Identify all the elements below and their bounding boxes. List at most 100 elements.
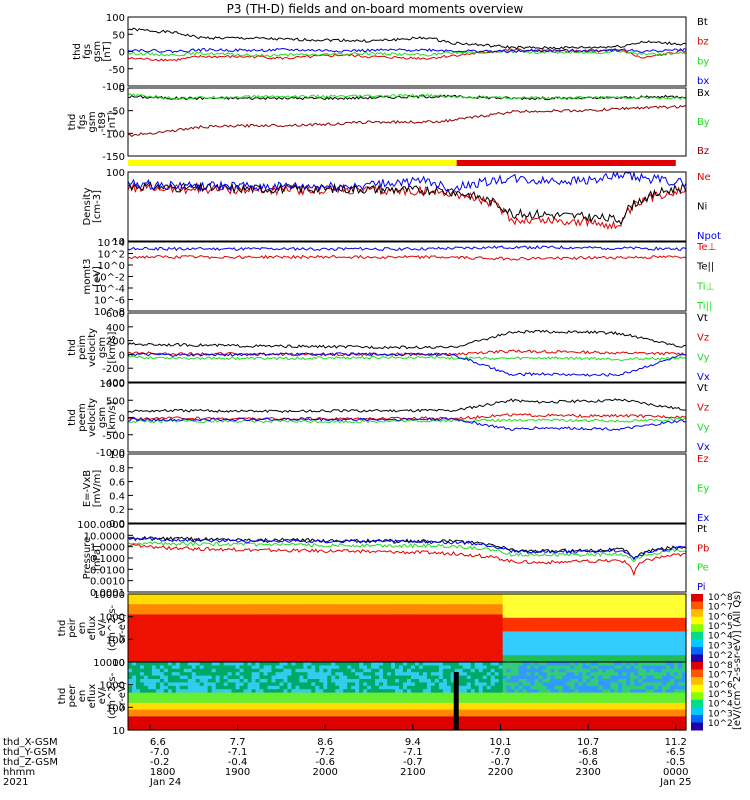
spectrogram-cell xyxy=(151,709,157,714)
spectrogram-cell xyxy=(187,692,193,697)
spectrogram-cell xyxy=(255,699,261,704)
panel-frame xyxy=(127,241,687,312)
spectrogram-cell xyxy=(462,682,468,687)
spectrogram-cell xyxy=(271,651,277,656)
spectrogram-cell xyxy=(446,634,452,639)
spectrogram-cell xyxy=(674,648,679,653)
spectrogram-cell xyxy=(155,713,161,717)
spectrogram-cell xyxy=(379,699,384,704)
spectrogram-cell xyxy=(299,597,304,602)
spectrogram-cell xyxy=(550,641,556,646)
spectrogram-cell xyxy=(478,624,484,629)
spectrogram-cell xyxy=(407,658,412,663)
spectrogram-cell xyxy=(239,617,245,622)
spectrogram-cell xyxy=(502,672,508,677)
spectrogram-cell xyxy=(163,716,169,721)
spectrogram-cell xyxy=(247,645,253,649)
spectrogram-cell xyxy=(379,662,384,666)
y-tick-label: 0 xyxy=(119,48,125,59)
spectrogram-cell xyxy=(438,600,444,605)
spectrogram-cell xyxy=(239,679,245,683)
spectrogram-cell xyxy=(255,651,261,656)
spectrogram-cell xyxy=(670,614,675,619)
spectrogram-cell xyxy=(682,617,687,622)
spectrogram-cell xyxy=(506,682,512,687)
spectrogram-cell xyxy=(438,723,444,728)
spectrogram-cell xyxy=(343,648,348,653)
spectrogram-cell xyxy=(187,621,193,626)
spectrogram-cell xyxy=(646,597,651,602)
spectrogram-cell xyxy=(187,648,193,653)
spectrogram-cell xyxy=(283,685,288,690)
spectrogram-cell xyxy=(518,706,524,711)
spectrogram-cell xyxy=(263,594,269,598)
spectrogram-cell xyxy=(598,594,603,598)
spectrogram-cell xyxy=(379,675,384,680)
spectrogram-cell xyxy=(383,709,388,714)
spectrogram-cell xyxy=(179,607,185,612)
spectrogram-cell xyxy=(251,628,257,632)
spectrogram-cell xyxy=(191,702,197,707)
spectrogram-cell xyxy=(155,651,161,656)
spectrogram-cell xyxy=(235,611,241,615)
spectrogram-cell xyxy=(251,716,257,721)
spectrogram-cell xyxy=(630,614,635,619)
spectrogram-cell xyxy=(514,685,520,690)
spectrogram-cell xyxy=(171,692,177,697)
spectrogram-cell xyxy=(434,607,440,612)
spectrogram-cell xyxy=(163,631,169,636)
spectrogram-cell xyxy=(450,685,456,690)
spectrogram-cell xyxy=(630,621,635,626)
spectrogram-cell xyxy=(422,621,428,626)
spectrogram-cell xyxy=(155,685,161,690)
spectrogram-cell xyxy=(171,617,177,622)
spectrogram-cell xyxy=(191,607,197,612)
spectrogram-cell xyxy=(303,594,308,598)
spectrogram-cell xyxy=(223,706,229,711)
spectrogram-cell xyxy=(143,662,149,666)
spectrogram-cell xyxy=(399,675,404,680)
spectrogram-cell xyxy=(143,655,149,660)
spectrogram-cell xyxy=(323,716,328,721)
spectrogram-cell xyxy=(430,706,436,711)
spectrogram-cell xyxy=(371,672,376,677)
y-tick-label: 10^0 xyxy=(98,261,125,272)
spectrogram-cell xyxy=(375,617,380,622)
spectrogram-cell xyxy=(195,655,201,660)
spectrogram-cell xyxy=(486,665,492,670)
spectrogram-cell xyxy=(618,600,623,605)
spectrogram-cell xyxy=(470,689,476,694)
spectrogram-cell xyxy=(498,648,504,653)
spectrogram-cell xyxy=(430,665,436,670)
spectrogram-cell xyxy=(319,631,324,636)
spectrogram-cell xyxy=(199,719,205,724)
spectrogram-cell xyxy=(403,648,408,653)
spectrogram-cell xyxy=(670,607,675,612)
spectrogram-cell xyxy=(554,638,560,643)
spectrogram-cell xyxy=(534,597,540,602)
spectrogram-cell xyxy=(462,614,468,619)
spectrogram-cell xyxy=(446,672,452,677)
spectrogram-cell xyxy=(594,607,599,612)
spectrogram-cell xyxy=(538,614,544,619)
spectrogram-cell xyxy=(550,631,556,636)
spectrogram-cell xyxy=(283,634,288,639)
spectrogram-cell xyxy=(442,645,448,649)
spectrogram-cell xyxy=(610,594,615,598)
spectrogram-cell xyxy=(215,716,221,721)
spectrogram-cell xyxy=(434,597,440,602)
spectrogram-cell xyxy=(215,696,221,700)
spectrogram-cell xyxy=(287,658,292,663)
spectrogram-cell xyxy=(279,709,285,714)
spectrogram-cell xyxy=(407,624,412,629)
spectrogram-cell xyxy=(263,655,269,660)
spectrogram-cell xyxy=(590,645,595,649)
spectrogram-cell xyxy=(474,662,480,666)
spectrogram-cell xyxy=(442,672,448,677)
spectrogram-cell xyxy=(518,614,524,619)
legend-entry: Bz xyxy=(697,146,709,157)
spectrogram-cell xyxy=(415,685,420,690)
spectrogram-cell xyxy=(554,597,560,602)
spectrogram-cell xyxy=(395,685,400,690)
spectrogram-cell xyxy=(462,645,468,649)
